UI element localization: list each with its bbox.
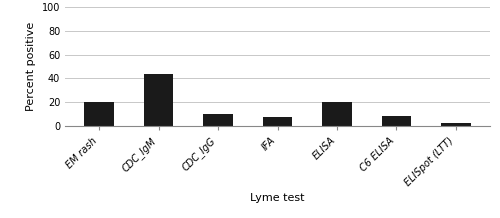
Y-axis label: Percent positive: Percent positive bbox=[26, 22, 36, 111]
Bar bbox=[203, 114, 233, 126]
Bar bbox=[84, 102, 114, 126]
Bar bbox=[382, 116, 411, 126]
Bar bbox=[262, 117, 292, 126]
Bar bbox=[322, 102, 352, 126]
Bar bbox=[144, 74, 174, 126]
X-axis label: Lyme test: Lyme test bbox=[250, 193, 305, 203]
Bar bbox=[441, 123, 470, 126]
